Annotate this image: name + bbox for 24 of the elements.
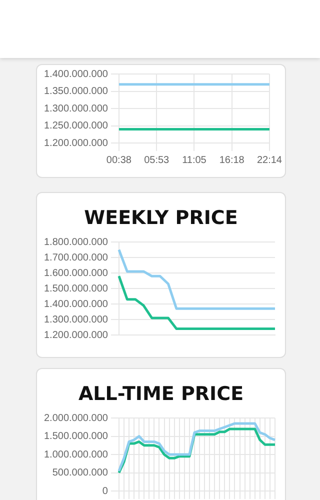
y-tick-label: 1.400.000.000 — [44, 298, 108, 310]
x-tick-label: 16:18 — [219, 154, 245, 166]
x-tick-label: 11:05 — [182, 154, 207, 166]
y-tick-label: 1.200.000.000 — [44, 330, 108, 341]
y-tick-label: 1.300.000.000 — [44, 314, 108, 326]
y-tick-label: 1.350.000.000 — [44, 86, 108, 97]
x-tick-label: 05:53 — [144, 154, 170, 166]
y-tick-label: 1.300.000.000 — [44, 103, 108, 114]
x-tick-label: 22:14 — [256, 154, 282, 166]
y-tick-label: 0 — [102, 486, 108, 497]
y-tick-label: 1.700.000.000 — [44, 252, 108, 264]
y-tick-label: 1.200.000.000 — [44, 138, 108, 149]
x-tick-label: 00:38 — [106, 154, 132, 166]
y-tick-label: 2.000.000.000 — [44, 412, 108, 424]
y-tick-label: 1.250.000.000 — [44, 120, 108, 132]
y-tick-label: 1.500.000.000 — [44, 431, 108, 442]
y-tick-label: 1.400.000.000 — [44, 68, 108, 80]
y-tick-label: 1.600.000.000 — [44, 268, 108, 279]
chart-title: WEEKLY PRICE — [83, 207, 239, 229]
y-tick-label: 1.000.000.000 — [44, 449, 108, 460]
y-tick-label: 1.800.000.000 — [44, 236, 108, 248]
chart-title: ALL-TIME PRICE — [77, 383, 245, 405]
y-tick-label: 500.000.000 — [52, 468, 108, 478]
y-tick-label: 1.500.000.000 — [44, 283, 108, 294]
